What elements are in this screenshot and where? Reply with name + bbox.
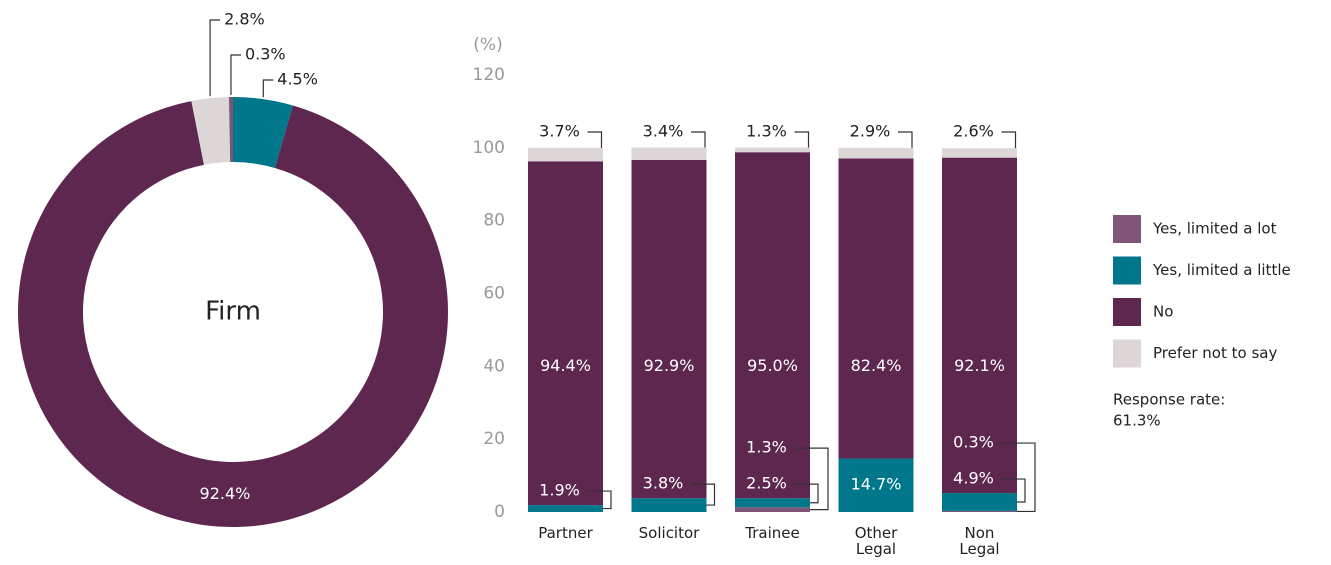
bar-segment bbox=[942, 157, 1017, 494]
bar-value-label: 3.8% bbox=[643, 474, 684, 493]
legend-label: Prefer not to say bbox=[1153, 344, 1277, 362]
leader-line bbox=[1001, 442, 1036, 513]
bar-segment bbox=[735, 152, 810, 499]
bar-value-label: 14.7% bbox=[851, 475, 902, 494]
bar-value-label: 4.9% bbox=[953, 469, 994, 488]
bar-value-label: 3.4% bbox=[643, 122, 684, 141]
y-tick-label: 80 bbox=[483, 211, 505, 231]
leader-line bbox=[691, 483, 716, 506]
leader-line bbox=[587, 131, 603, 148]
legend-swatch bbox=[1113, 298, 1141, 326]
x-tick-label: Partner bbox=[538, 524, 593, 542]
annotation: 61.3% bbox=[1113, 412, 1161, 430]
x-tick-label: Other Legal bbox=[854, 524, 898, 558]
bar-segment bbox=[942, 510, 1017, 512]
bar-segment bbox=[735, 507, 810, 512]
legend-label: Yes, limited a little bbox=[1152, 261, 1291, 279]
bar-segment bbox=[942, 493, 1017, 511]
donut-slice bbox=[17, 101, 449, 527]
leader-line bbox=[1001, 131, 1017, 149]
bar-segment bbox=[735, 498, 810, 508]
y-tick-label: 0 bbox=[494, 502, 505, 522]
bar-segment bbox=[528, 505, 603, 512]
donut-center-label: Firm bbox=[205, 297, 261, 327]
bar-value-label: 2.9% bbox=[850, 122, 891, 141]
annotation: Response rate: bbox=[1113, 391, 1225, 409]
donut-value-label: 0.3% bbox=[245, 45, 286, 64]
bar-segment bbox=[838, 158, 914, 459]
bar-segment bbox=[838, 458, 914, 512]
bar-value-label: 2.6% bbox=[953, 122, 994, 141]
y-tick-label: 120 bbox=[473, 65, 505, 85]
y-tick-label: 20 bbox=[483, 429, 505, 449]
bar-segment bbox=[735, 147, 810, 153]
bar-segment bbox=[631, 498, 707, 512]
donut-slice bbox=[228, 97, 233, 163]
bar-value-label: 92.9% bbox=[644, 356, 695, 375]
leader-line bbox=[1001, 478, 1026, 503]
leader-line bbox=[794, 483, 819, 504]
y-tick-label: 100 bbox=[473, 138, 505, 158]
bar-segment bbox=[528, 147, 603, 162]
legend-swatch bbox=[1113, 256, 1141, 285]
legend-label: Yes, limited a lot bbox=[1152, 220, 1277, 238]
leader-line bbox=[587, 490, 612, 510]
bar-value-label: 82.4% bbox=[851, 356, 902, 375]
bar-segment bbox=[942, 148, 1017, 158]
x-tick-label: Solicitor bbox=[638, 524, 700, 542]
bar-value-label: 94.4% bbox=[540, 356, 591, 375]
bar-value-label: 95.0% bbox=[747, 356, 798, 375]
bar-segment bbox=[631, 159, 707, 499]
y-axis-label: (%) bbox=[473, 35, 502, 55]
y-tick-label: 40 bbox=[483, 356, 505, 376]
donut-slice bbox=[233, 97, 293, 168]
leader-line bbox=[209, 19, 221, 97]
legend-swatch bbox=[1113, 215, 1141, 243]
bar-segment bbox=[838, 147, 914, 159]
leader-line bbox=[262, 79, 274, 98]
leader-line bbox=[691, 131, 706, 148]
bar-value-label: 1.3% bbox=[746, 122, 787, 141]
bar-value-label: 1.9% bbox=[539, 481, 580, 500]
bar-segment bbox=[528, 161, 603, 506]
donut-slice bbox=[191, 97, 231, 165]
legend-label: No bbox=[1153, 303, 1173, 321]
bar-value-label: 1.3% bbox=[746, 438, 787, 457]
bar-value-label: 92.1% bbox=[954, 356, 1005, 375]
leader-line bbox=[230, 54, 241, 96]
y-tick-label: 60 bbox=[483, 284, 505, 304]
bar-value-label: 3.7% bbox=[539, 122, 580, 141]
leader-line bbox=[794, 131, 810, 148]
x-tick-label: Non Legal bbox=[959, 524, 1000, 558]
bar-segment bbox=[631, 147, 707, 160]
legend-swatch bbox=[1113, 339, 1141, 368]
x-tick-label: Trainee bbox=[745, 524, 800, 542]
leader-line bbox=[794, 447, 829, 511]
leader-line bbox=[898, 131, 913, 148]
bar-value-label: 0.3% bbox=[953, 433, 994, 452]
donut-value-label: 92.4% bbox=[200, 484, 251, 503]
donut-value-label: 4.5% bbox=[277, 70, 318, 89]
bar-value-label: 2.5% bbox=[746, 474, 787, 493]
donut-value-label: 2.8% bbox=[224, 10, 265, 29]
